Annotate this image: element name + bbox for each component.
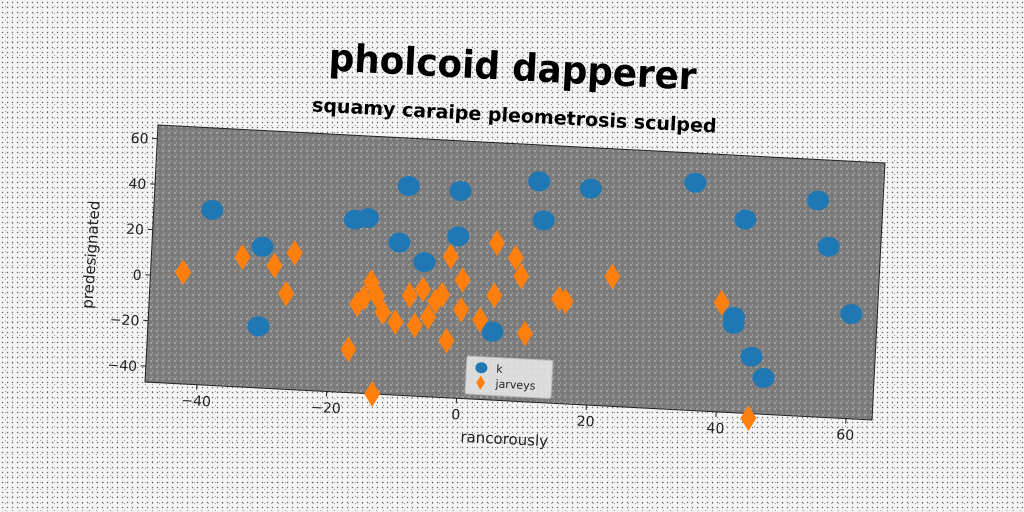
data-point-diamond	[454, 267, 471, 294]
y-axis-label: predesignated	[78, 200, 104, 309]
data-point-circle	[251, 236, 274, 257]
x-tick-label: −40	[181, 393, 211, 411]
data-point-circle	[447, 226, 470, 247]
data-point-diamond	[340, 336, 357, 363]
data-point-diamond	[486, 282, 503, 309]
data-series	[175, 171, 863, 432]
legend-marker	[475, 362, 488, 374]
data-point-circle	[723, 307, 746, 328]
data-point-diamond	[740, 405, 757, 432]
chart-subtitle: squamy caraipe pleometrosis sculped	[312, 94, 718, 137]
legend-box	[464, 355, 554, 399]
data-point-circle	[247, 316, 270, 337]
data-point-diamond	[516, 320, 533, 347]
legend-marker	[476, 375, 486, 390]
data-point-diamond	[387, 309, 404, 336]
data-point-circle	[388, 232, 411, 253]
data-point-diamond	[507, 244, 524, 271]
y-tick-label: 20	[126, 222, 145, 239]
data-point-circle	[684, 172, 707, 193]
data-point-circle	[413, 252, 436, 273]
y-tick-label: −20	[109, 312, 139, 330]
legend-item-jarveys: jarveys	[476, 375, 536, 393]
data-point-diamond	[175, 259, 192, 286]
data-point-diamond	[488, 230, 505, 257]
data-point-diamond	[234, 244, 251, 271]
x-tick-label: 40	[706, 420, 725, 437]
data-point-diamond	[453, 296, 470, 323]
data-point-circle	[449, 180, 472, 201]
axis-ticks: −40 −20 0 20 40 60 −40 −20 0 20 40 60	[107, 131, 854, 444]
data-point-circle	[481, 321, 504, 342]
plot-area	[144, 124, 886, 421]
data-point-circle	[528, 171, 551, 192]
y-tick-label: 0	[132, 268, 142, 284]
series-jarveys	[175, 230, 757, 432]
data-point-diamond	[278, 280, 295, 307]
legend-item-k: k	[475, 362, 504, 376]
data-point-diamond	[420, 303, 437, 330]
data-point-diamond	[415, 276, 432, 303]
data-point-diamond	[513, 263, 530, 290]
data-point-diamond	[434, 281, 451, 308]
y-tick-label: −40	[107, 358, 137, 376]
data-point-circle	[817, 236, 840, 257]
data-point-diamond	[374, 299, 391, 326]
data-point-diamond	[406, 312, 423, 339]
data-point-circle	[752, 367, 775, 388]
data-point-diamond	[713, 289, 730, 316]
series-k	[201, 171, 863, 388]
data-point-circle	[579, 178, 602, 199]
data-point-circle	[807, 190, 830, 211]
x-axis-label: rancorously	[460, 428, 549, 451]
data-point-circle	[201, 199, 224, 220]
y-tick-label: 60	[130, 131, 149, 148]
x-tick-label: −20	[311, 400, 341, 418]
data-point-diamond	[438, 327, 455, 354]
data-point-diamond	[604, 263, 621, 290]
data-point-diamond	[286, 240, 303, 267]
legend-label: k	[496, 363, 504, 376]
data-point-diamond	[401, 282, 418, 309]
data-point-diamond	[364, 380, 381, 407]
chart-title: pholcoid dapperer	[328, 35, 698, 98]
legend-label: jarveys	[494, 377, 536, 392]
x-tick-label: 60	[836, 427, 855, 444]
data-point-diamond	[356, 284, 373, 311]
data-point-circle	[357, 208, 380, 229]
x-tick-label: 0	[451, 407, 461, 423]
data-point-circle	[734, 209, 757, 230]
data-point-diamond	[472, 306, 489, 333]
data-point-circle	[532, 210, 555, 231]
x-tick-label: 20	[576, 414, 595, 431]
data-point-diamond	[442, 243, 459, 270]
data-point-circle	[840, 304, 863, 325]
data-point-diamond	[266, 252, 283, 279]
data-point-circle	[397, 175, 420, 196]
data-point-diamond	[557, 288, 574, 315]
y-tick-label: 40	[128, 176, 147, 193]
data-point-circle	[740, 346, 763, 367]
